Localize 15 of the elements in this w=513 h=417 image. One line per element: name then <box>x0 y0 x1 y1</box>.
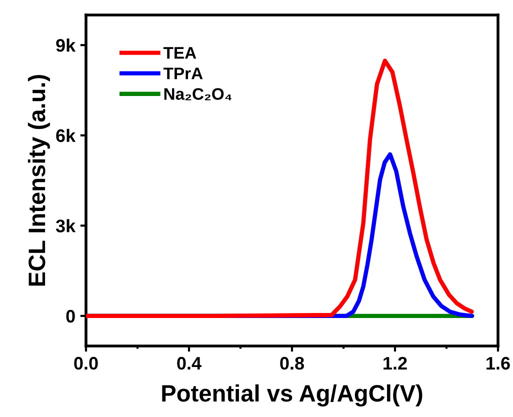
y-tick-label: 0 <box>66 310 75 323</box>
y-axis-title: ECL Intensity (a.u.) <box>28 74 50 286</box>
x-tick-label: 0.4 <box>177 356 202 370</box>
y-tick-label: 9k <box>56 38 76 52</box>
legend-label: TEA <box>163 47 196 59</box>
y-tick-label: 3k <box>56 219 76 232</box>
x-tick-label: 1.2 <box>384 356 407 370</box>
x-tick-label: 0.0 <box>74 356 98 370</box>
x-axis-title: Potential vs Ag/AgCl(V) <box>162 384 422 406</box>
x-tick-label: 1.6 <box>486 356 510 370</box>
legend-label: TPrA <box>163 68 203 80</box>
y-tick-label: 6k <box>56 128 76 142</box>
legend-label: Na₂C₂O₄ <box>164 88 232 100</box>
x-tick-label: 0.8 <box>280 356 304 370</box>
line-series <box>86 58 474 318</box>
